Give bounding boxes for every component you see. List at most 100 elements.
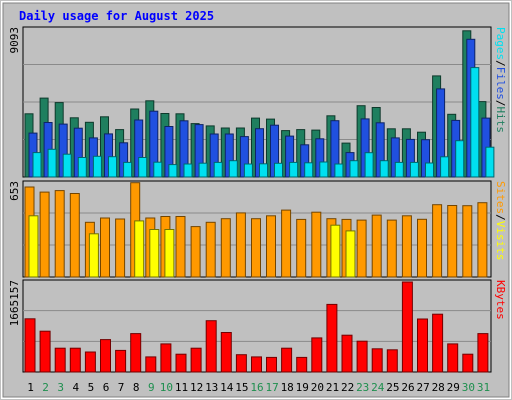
day-label-15: 15 <box>235 381 248 394</box>
day-label-4: 4 <box>72 381 79 394</box>
bar-pages-day-23 <box>364 152 374 178</box>
day-label-1: 1 <box>27 381 34 394</box>
bar-sites-day-18 <box>281 209 292 278</box>
bar-pages-day-15 <box>243 163 253 178</box>
bar-sites-day-29 <box>447 205 458 278</box>
day-label-28: 28 <box>432 381 445 394</box>
sites-visits-ymax-label: 653 <box>8 181 21 201</box>
bar-sites-day-12 <box>190 226 201 278</box>
day-label-25: 25 <box>386 381 399 394</box>
bar-kbytes-day-30 <box>462 353 474 373</box>
bar-kbytes-day-17 <box>266 356 277 373</box>
hits-files-pages-legend: Pages/Files/Hits <box>494 27 507 133</box>
hits-files-pages-ymax-label: 9093 <box>8 27 21 54</box>
day-label-23: 23 <box>356 381 369 394</box>
bar-visits-day-5 <box>88 233 99 278</box>
legend-separator: / <box>494 60 507 67</box>
bar-kbytes-day-16 <box>251 356 262 373</box>
day-label-18: 18 <box>281 381 294 394</box>
bar-kbytes-day-11 <box>175 353 187 373</box>
bar-kbytes-day-7 <box>115 349 127 373</box>
chart-title: Daily usage for August 2025 <box>19 9 214 23</box>
bar-kbytes-day-28 <box>432 313 444 373</box>
bar-kbytes-day-24 <box>371 348 383 373</box>
bar-sites-day-3 <box>54 190 65 278</box>
bar-pages-day-12 <box>198 162 208 178</box>
bar-sites-day-20 <box>311 211 322 278</box>
bar-visits-day-1 <box>28 215 39 278</box>
bar-kbytes-day-23 <box>356 340 368 373</box>
bar-sites-day-2 <box>39 191 50 278</box>
bar-sites-day-4 <box>69 193 80 278</box>
bar-sites-day-6 <box>100 217 110 278</box>
legend-pages: Pages <box>494 27 507 60</box>
day-label-11: 11 <box>175 381 188 394</box>
bar-sites-day-28 <box>432 204 443 278</box>
bar-kbytes-day-3 <box>54 347 66 373</box>
bar-sites-day-24 <box>371 214 382 278</box>
bar-visits-day-22 <box>345 230 356 278</box>
bar-pages-day-5 <box>92 155 102 178</box>
legend-separator: / <box>494 214 507 221</box>
day-label-8: 8 <box>133 381 140 394</box>
bar-visits-day-8 <box>134 220 145 278</box>
bar-pages-day-11 <box>183 163 193 178</box>
day-label-7: 7 <box>118 381 125 394</box>
bar-kbytes-day-8 <box>130 333 142 373</box>
bar-pages-day-6 <box>108 156 117 178</box>
bar-pages-day-28 <box>440 156 450 178</box>
bar-visits-day-21 <box>330 224 341 278</box>
bar-pages-day-8 <box>138 157 148 178</box>
bar-sites-day-7 <box>115 218 126 278</box>
day-label-29: 29 <box>447 381 460 394</box>
bar-pages-day-1 <box>32 152 42 178</box>
bar-kbytes-day-13 <box>205 320 217 373</box>
bar-pages-day-22 <box>349 160 359 178</box>
bar-kbytes-day-15 <box>235 354 247 373</box>
day-label-3: 3 <box>57 381 64 394</box>
bar-pages-day-25 <box>394 161 404 178</box>
legend-separator: / <box>494 100 507 107</box>
bar-pages-day-3 <box>62 153 72 178</box>
bar-visits-day-10 <box>164 229 175 278</box>
legend-sites: Sites <box>494 181 507 214</box>
bar-kbytes-day-5 <box>84 351 96 373</box>
kbytes-legend: KBytes <box>494 280 507 320</box>
bar-pages-day-10 <box>168 164 178 178</box>
bar-pages-day-18 <box>289 161 299 178</box>
day-label-19: 19 <box>296 381 309 394</box>
kbytes-panel: 1665157 KBytes <box>8 279 507 373</box>
bar-pages-day-14 <box>228 160 238 178</box>
bar-pages-day-20 <box>319 161 329 178</box>
kbytes-ymax-label: 1665157 <box>8 280 21 326</box>
day-label-21: 21 <box>326 381 339 394</box>
day-label-13: 13 <box>205 381 218 394</box>
bar-sites-day-23 <box>356 219 367 278</box>
day-label-9: 9 <box>148 381 155 394</box>
bar-pages-day-27 <box>425 162 434 178</box>
day-label-5: 5 <box>88 381 95 394</box>
day-label-30: 30 <box>462 381 475 394</box>
day-label-26: 26 <box>401 381 414 394</box>
bar-pages-day-19 <box>304 162 314 178</box>
bar-pages-day-29 <box>455 140 465 178</box>
bar-pages-day-16 <box>259 163 268 178</box>
bar-pages-day-31 <box>485 146 495 178</box>
bar-sites-day-26 <box>401 215 412 278</box>
bar-kbytes-day-2 <box>39 330 51 373</box>
bar-sites-day-17 <box>266 215 276 278</box>
bar-kbytes-day-4 <box>69 347 81 373</box>
bar-sites-day-19 <box>296 218 307 278</box>
bar-kbytes-day-19 <box>296 356 308 373</box>
day-label-2: 2 <box>42 381 49 394</box>
legend-kbytes: KBytes <box>494 280 507 320</box>
bar-pages-day-30 <box>470 67 480 178</box>
bar-kbytes-day-12 <box>190 347 202 373</box>
day-label-10: 10 <box>160 381 173 394</box>
bar-sites-day-16 <box>251 218 261 278</box>
legend-visits: Visits <box>494 221 507 261</box>
bar-sites-day-27 <box>417 218 427 278</box>
